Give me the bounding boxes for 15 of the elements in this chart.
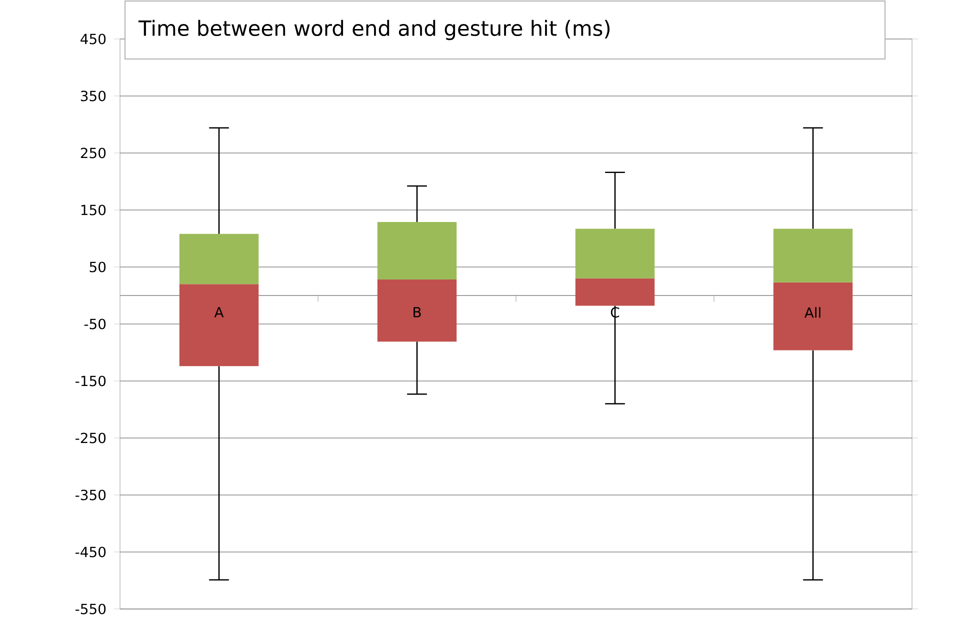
y-tick-label: -350 [76,490,106,500]
y-tick-label: 450 [80,34,106,44]
y-tick-label: -550 [76,604,106,614]
x-tick-label: A [214,307,224,318]
x-tick-label: B [414,307,421,318]
y-tick-label: 50 [90,262,106,272]
y-tick-label: -150 [76,376,106,386]
y-tick-label: -250 [76,432,106,444]
x-tick-label: All [804,307,820,318]
y-tick-label: -50 [84,318,106,330]
y-tick-label: 250 [80,148,106,158]
y-tick-label: 350 [80,90,106,102]
y-tick-label: 150 [81,204,106,216]
chart-title: Time between word end and gesture hit (ms) [138,20,610,40]
y-tick-label: -450 [76,546,106,558]
